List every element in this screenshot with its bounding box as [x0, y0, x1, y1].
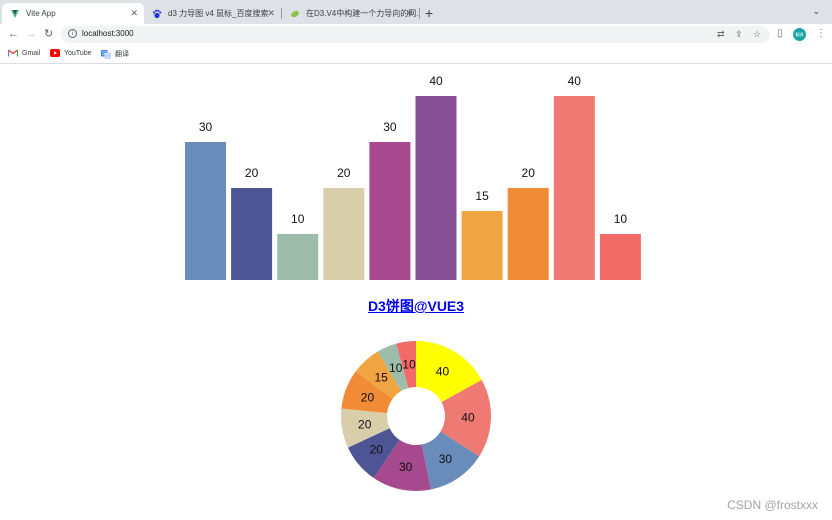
- bar-chart: 30 20 10 20 30 40 15 20 40 10: [185, 74, 641, 280]
- info-icon[interactable]: i: [68, 29, 77, 38]
- pie-slice-label: 30: [399, 460, 413, 474]
- bar: [507, 188, 549, 280]
- pie-slice: [421, 431, 480, 490]
- gmail-icon: [8, 49, 18, 57]
- bar-value-label: 20: [522, 166, 536, 180]
- close-icon[interactable]: ✕: [267, 8, 275, 18]
- avatar[interactable]: 翻译: [793, 28, 806, 41]
- page-content: 30 20 10 20 30 40 15 20 40 10 D3饼图@VUE3 40 40 30 30 2…: [0, 64, 832, 520]
- back-arrow-icon[interactable]: ←: [8, 28, 19, 40]
- bar: [185, 142, 226, 280]
- leaf-icon: [290, 9, 300, 19]
- pie-slice: [440, 379, 492, 457]
- bookmark-label: 翻译: [115, 51, 129, 58]
- pie-slice: [347, 428, 400, 478]
- bar: [599, 234, 641, 280]
- browser-toolbar: ← → ↻ i localhost:3000 ⇄ ⇪ ☆ ▯ 翻译 ⋮: [0, 24, 832, 45]
- tab-title: d3 力导图 v4 鼠标_百度搜索: [168, 9, 269, 18]
- bookmark-label: YouTube: [64, 49, 92, 57]
- tab-baidu-search[interactable]: d3 力导图 v4 鼠标_百度搜索 ✕: [144, 3, 281, 24]
- pie-slice: [341, 371, 393, 414]
- pie-slice-label: 10: [389, 361, 403, 375]
- pie-slice: [373, 439, 431, 491]
- bar: [231, 188, 273, 280]
- bar-value-label: 40: [568, 74, 582, 88]
- address-bar[interactable]: i localhost:3000 ⇄ ⇪ ☆: [61, 26, 770, 43]
- tab-divider: [419, 8, 420, 19]
- reload-icon[interactable]: ↻: [44, 28, 54, 40]
- address-url[interactable]: localhost:3000: [82, 29, 134, 38]
- pie-slice-label: 20: [358, 418, 372, 432]
- pie-slice-label: 10: [402, 357, 416, 371]
- bar: [369, 142, 411, 280]
- pie-slice-label: 20: [370, 443, 384, 457]
- pie-slice: [341, 408, 390, 448]
- bar: [461, 211, 503, 280]
- side-panel-icon[interactable]: ▯: [777, 28, 783, 39]
- bar-value-label: 30: [199, 120, 213, 134]
- share-icon[interactable]: ⇪: [735, 29, 743, 39]
- bar: [277, 234, 319, 280]
- pie-slice: [355, 351, 402, 399]
- bookmark-translate[interactable]: G 翻译: [101, 49, 129, 59]
- pie-chart-title-link[interactable]: D3饼图@VUE3: [367, 298, 465, 314]
- youtube-icon: [50, 49, 60, 57]
- pie-slice-label: 40: [436, 364, 450, 378]
- menu-kebab-icon[interactable]: ⋮: [816, 28, 826, 39]
- translate-icon: G: [101, 49, 111, 59]
- close-icon[interactable]: ✕: [405, 8, 413, 18]
- pie-slice-label: 15: [374, 370, 388, 384]
- tab-search-chevron-icon[interactable]: ⌄: [812, 6, 820, 16]
- bar-value-label: 10: [614, 212, 628, 226]
- bar: [553, 96, 595, 280]
- bar-value-label: 20: [337, 166, 351, 180]
- tab-vite-app[interactable]: Vite App ✕: [2, 3, 144, 24]
- pie-slice: [377, 343, 409, 392]
- tab-title: Vite App: [26, 9, 56, 18]
- bar-value-label: 15: [475, 189, 489, 203]
- translate-page-icon[interactable]: ⇄: [717, 29, 725, 39]
- vite-icon: [10, 9, 20, 19]
- bar: [415, 96, 457, 280]
- pie-slice: [396, 341, 416, 389]
- close-icon[interactable]: ✕: [130, 8, 138, 18]
- baidu-paw-icon: [152, 9, 162, 19]
- bar: [323, 188, 365, 280]
- tab-title: 在D3.V4中构建一个力导向的网…: [306, 9, 418, 18]
- forward-arrow-icon[interactable]: →: [26, 28, 37, 40]
- bookmark-star-icon[interactable]: ☆: [753, 29, 762, 39]
- bar-value-label: 20: [245, 166, 259, 180]
- bar-value-label: 10: [291, 212, 305, 226]
- bookmark-youtube[interactable]: YouTube: [50, 49, 92, 57]
- tab-divider: [281, 8, 282, 19]
- bar-value-label: 30: [383, 120, 397, 134]
- bookmark-gmail[interactable]: Gmail: [8, 49, 40, 57]
- svg-text:G: G: [102, 51, 106, 57]
- new-tab-button[interactable]: +: [425, 5, 434, 21]
- pie-slice-label: 30: [439, 452, 453, 466]
- watermark: CSDN @frostxxx: [727, 498, 818, 512]
- tab-d3-force[interactable]: 在D3.V4中构建一个力导向的网… ✕: [282, 3, 419, 24]
- bar-value-label: 40: [429, 74, 443, 88]
- pie-slice: [416, 341, 482, 403]
- bookmarks-bar: Gmail YouTube G 翻译: [0, 45, 832, 64]
- pie-slice-label: 40: [461, 411, 475, 425]
- tab-strip: Vite App ✕ d3 力导图 v4 鼠标_百度搜索 ✕ 在D3.V4中构建…: [0, 0, 832, 24]
- pie-slice-label: 20: [361, 390, 375, 404]
- bookmark-label: Gmail: [22, 49, 41, 57]
